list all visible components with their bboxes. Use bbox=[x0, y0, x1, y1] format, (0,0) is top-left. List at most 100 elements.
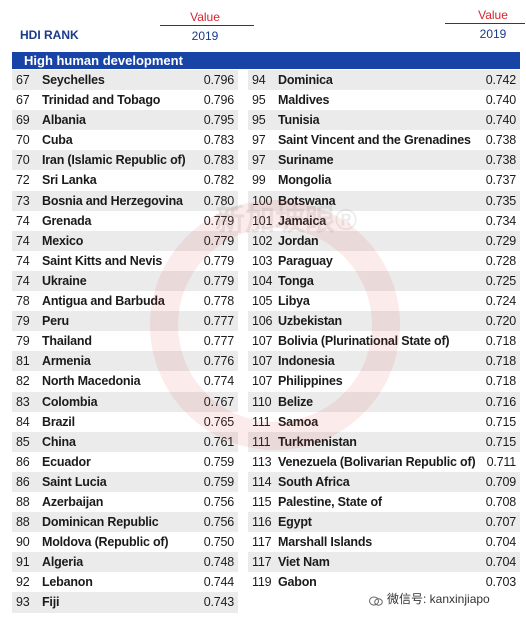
table-row: 70 Iran (Islamic Republic of) 0.783 bbox=[12, 150, 238, 171]
hdi-rank-cell: 94 bbox=[252, 73, 266, 87]
country-name-cell: Belize bbox=[278, 394, 313, 409]
table-row: 90 Moldova (Republic of) 0.750 bbox=[12, 532, 238, 552]
table-row: 88 Dominican Republic 0.756 bbox=[12, 512, 238, 533]
hdi-value-cell: 0.715 bbox=[485, 434, 516, 449]
hdi-rank-cell: 111 bbox=[252, 434, 271, 449]
hdi-value-cell: 0.748 bbox=[203, 555, 234, 570]
hdi-value-cell: 0.779 bbox=[203, 253, 234, 268]
right-year-label: 2019 bbox=[479, 27, 507, 41]
country-name-cell: Albania bbox=[42, 113, 86, 128]
table-row: 110 Belize 0.716 bbox=[248, 391, 520, 412]
table-row: 86 Ecuador 0.759 bbox=[12, 452, 238, 472]
country-name-cell: Trinidad and Tobago bbox=[42, 93, 161, 108]
right-header-line bbox=[445, 23, 525, 24]
table-row: 94 Dominica 0.742 bbox=[248, 70, 520, 91]
hdi-value-cell: 0.729 bbox=[485, 233, 516, 248]
table-row: 88 Azerbaijan 0.756 bbox=[12, 492, 238, 512]
table-row: 67 Trinidad and Tobago 0.796 bbox=[12, 90, 238, 110]
hdi-rank-cell: 110 bbox=[252, 394, 272, 409]
hdi-rank-cell: 67 bbox=[16, 73, 30, 87]
credit-text: 微信号: kanxinjiapo bbox=[387, 592, 490, 606]
hdi-value-cell: 0.725 bbox=[485, 273, 516, 288]
table-row: 100 Botswana 0.735 bbox=[248, 190, 520, 211]
hdi-rank-cell: 117 bbox=[252, 555, 272, 570]
table-row: 92 Lebanon 0.744 bbox=[12, 572, 238, 592]
hdi-rank-cell: 107 bbox=[252, 374, 273, 389]
table-row: 99 Mongolia 0.737 bbox=[248, 170, 520, 190]
country-name-cell: Saint Lucia bbox=[42, 474, 107, 489]
hdi-value-cell: 0.761 bbox=[203, 434, 234, 449]
hdi-value-cell: 0.756 bbox=[203, 515, 234, 530]
table-row: 86 Saint Lucia 0.759 bbox=[12, 471, 238, 492]
hdi-rank-cell: 91 bbox=[16, 555, 30, 570]
table-row: 105 Libya 0.724 bbox=[248, 291, 520, 311]
table-row: 82 North Macedonia 0.774 bbox=[12, 371, 238, 391]
hdi-value-cell: 0.742 bbox=[485, 73, 516, 87]
country-name-cell: Turkmenistan bbox=[278, 434, 357, 449]
table-row: 85 China 0.761 bbox=[12, 431, 238, 452]
country-name-cell: Saint Vincent and the Grenadines bbox=[278, 133, 471, 148]
hdi-value-cell: 0.783 bbox=[203, 153, 234, 168]
table-row: 104 Tonga 0.725 bbox=[248, 270, 520, 292]
hdi-rank-cell: 83 bbox=[16, 394, 30, 409]
hdi-rank-cell: 105 bbox=[252, 294, 273, 309]
hdi-rank-cell: 95 bbox=[252, 113, 266, 128]
country-name-cell: Botswana bbox=[278, 193, 336, 208]
hdi-value-cell: 0.718 bbox=[485, 354, 516, 369]
wechat-icon bbox=[369, 595, 383, 606]
table-row: 84 Brazil 0.765 bbox=[12, 412, 238, 432]
hdi-rank-cell: 86 bbox=[16, 474, 30, 489]
hdi-rank-cell: 88 bbox=[16, 515, 30, 530]
hdi-rank-cell: 95 bbox=[252, 93, 266, 108]
left-value-label: Value bbox=[190, 10, 220, 24]
country-name-cell: North Macedonia bbox=[42, 374, 141, 389]
country-name-cell: Thailand bbox=[42, 334, 92, 349]
table-row: 74 Mexico 0.779 bbox=[12, 230, 238, 251]
hdi-value-cell: 0.740 bbox=[485, 93, 516, 108]
table-row: 116 Egypt 0.707 bbox=[248, 512, 520, 533]
hdi-value-cell: 0.782 bbox=[203, 173, 234, 188]
table-row: 83 Colombia 0.767 bbox=[12, 391, 238, 412]
hdi-value-cell: 0.776 bbox=[203, 354, 234, 369]
country-name-cell: Colombia bbox=[42, 394, 98, 409]
hdi-value-cell: 0.759 bbox=[203, 474, 234, 489]
header-rank-label: HDI RANK bbox=[20, 28, 79, 42]
country-name-cell: Moldova (Republic of) bbox=[42, 535, 169, 550]
country-name-cell: Ecuador bbox=[42, 454, 91, 469]
table-row: 73 Bosnia and Herzegovina 0.780 bbox=[12, 190, 238, 211]
table-row: 106 Uzbekistan 0.720 bbox=[248, 311, 520, 332]
hdi-rank-cell: 106 bbox=[252, 314, 273, 329]
hdi-value-cell: 0.720 bbox=[485, 314, 516, 329]
hdi-rank-cell: 67 bbox=[16, 93, 30, 108]
country-name-cell: Algeria bbox=[42, 555, 83, 570]
hdi-value-cell: 0.738 bbox=[485, 133, 516, 148]
hdi-value-cell: 0.704 bbox=[485, 555, 516, 570]
hdi-rank-cell: 72 bbox=[16, 173, 30, 188]
hdi-value-cell: 0.708 bbox=[485, 494, 516, 509]
table-row: 74 Grenada 0.779 bbox=[12, 211, 238, 231]
hdi-value-cell: 0.777 bbox=[203, 314, 234, 329]
table-row: 97 Suriname 0.738 bbox=[248, 150, 520, 171]
country-name-cell: Armenia bbox=[42, 354, 91, 369]
hdi-rank-cell: 101 bbox=[252, 213, 273, 228]
hdi-value-cell: 0.744 bbox=[203, 575, 234, 590]
hdi-value-cell: 0.796 bbox=[203, 93, 234, 108]
hdi-rank-cell: 90 bbox=[16, 535, 30, 550]
table-row: 107 Bolivia (Plurinational State of) 0.718 bbox=[248, 331, 520, 351]
country-name-cell: Ukraine bbox=[42, 273, 87, 288]
hdi-rank-cell: 86 bbox=[16, 454, 30, 469]
country-name-cell: Bosnia and Herzegovina bbox=[42, 193, 183, 208]
hdi-rank-cell: 93 bbox=[16, 595, 30, 610]
hdi-rank-cell: 97 bbox=[252, 133, 266, 148]
hdi-value-cell: 0.783 bbox=[203, 133, 234, 148]
hdi-rank-cell: 79 bbox=[16, 334, 30, 349]
country-name-cell: Marshall Islands bbox=[278, 535, 373, 550]
table-row: 117 Marshall Islands 0.704 bbox=[248, 532, 520, 552]
country-name-cell: Lebanon bbox=[42, 575, 93, 590]
hdi-value-cell: 0.778 bbox=[203, 294, 234, 309]
hdi-value-cell: 0.740 bbox=[485, 113, 516, 128]
hdi-rank-cell: 107 bbox=[252, 354, 273, 369]
hdi-value-cell: 0.718 bbox=[485, 374, 516, 389]
hdi-rank-cell: 82 bbox=[16, 374, 30, 389]
table-row: 74 Saint Kitts and Nevis 0.779 bbox=[12, 251, 238, 271]
